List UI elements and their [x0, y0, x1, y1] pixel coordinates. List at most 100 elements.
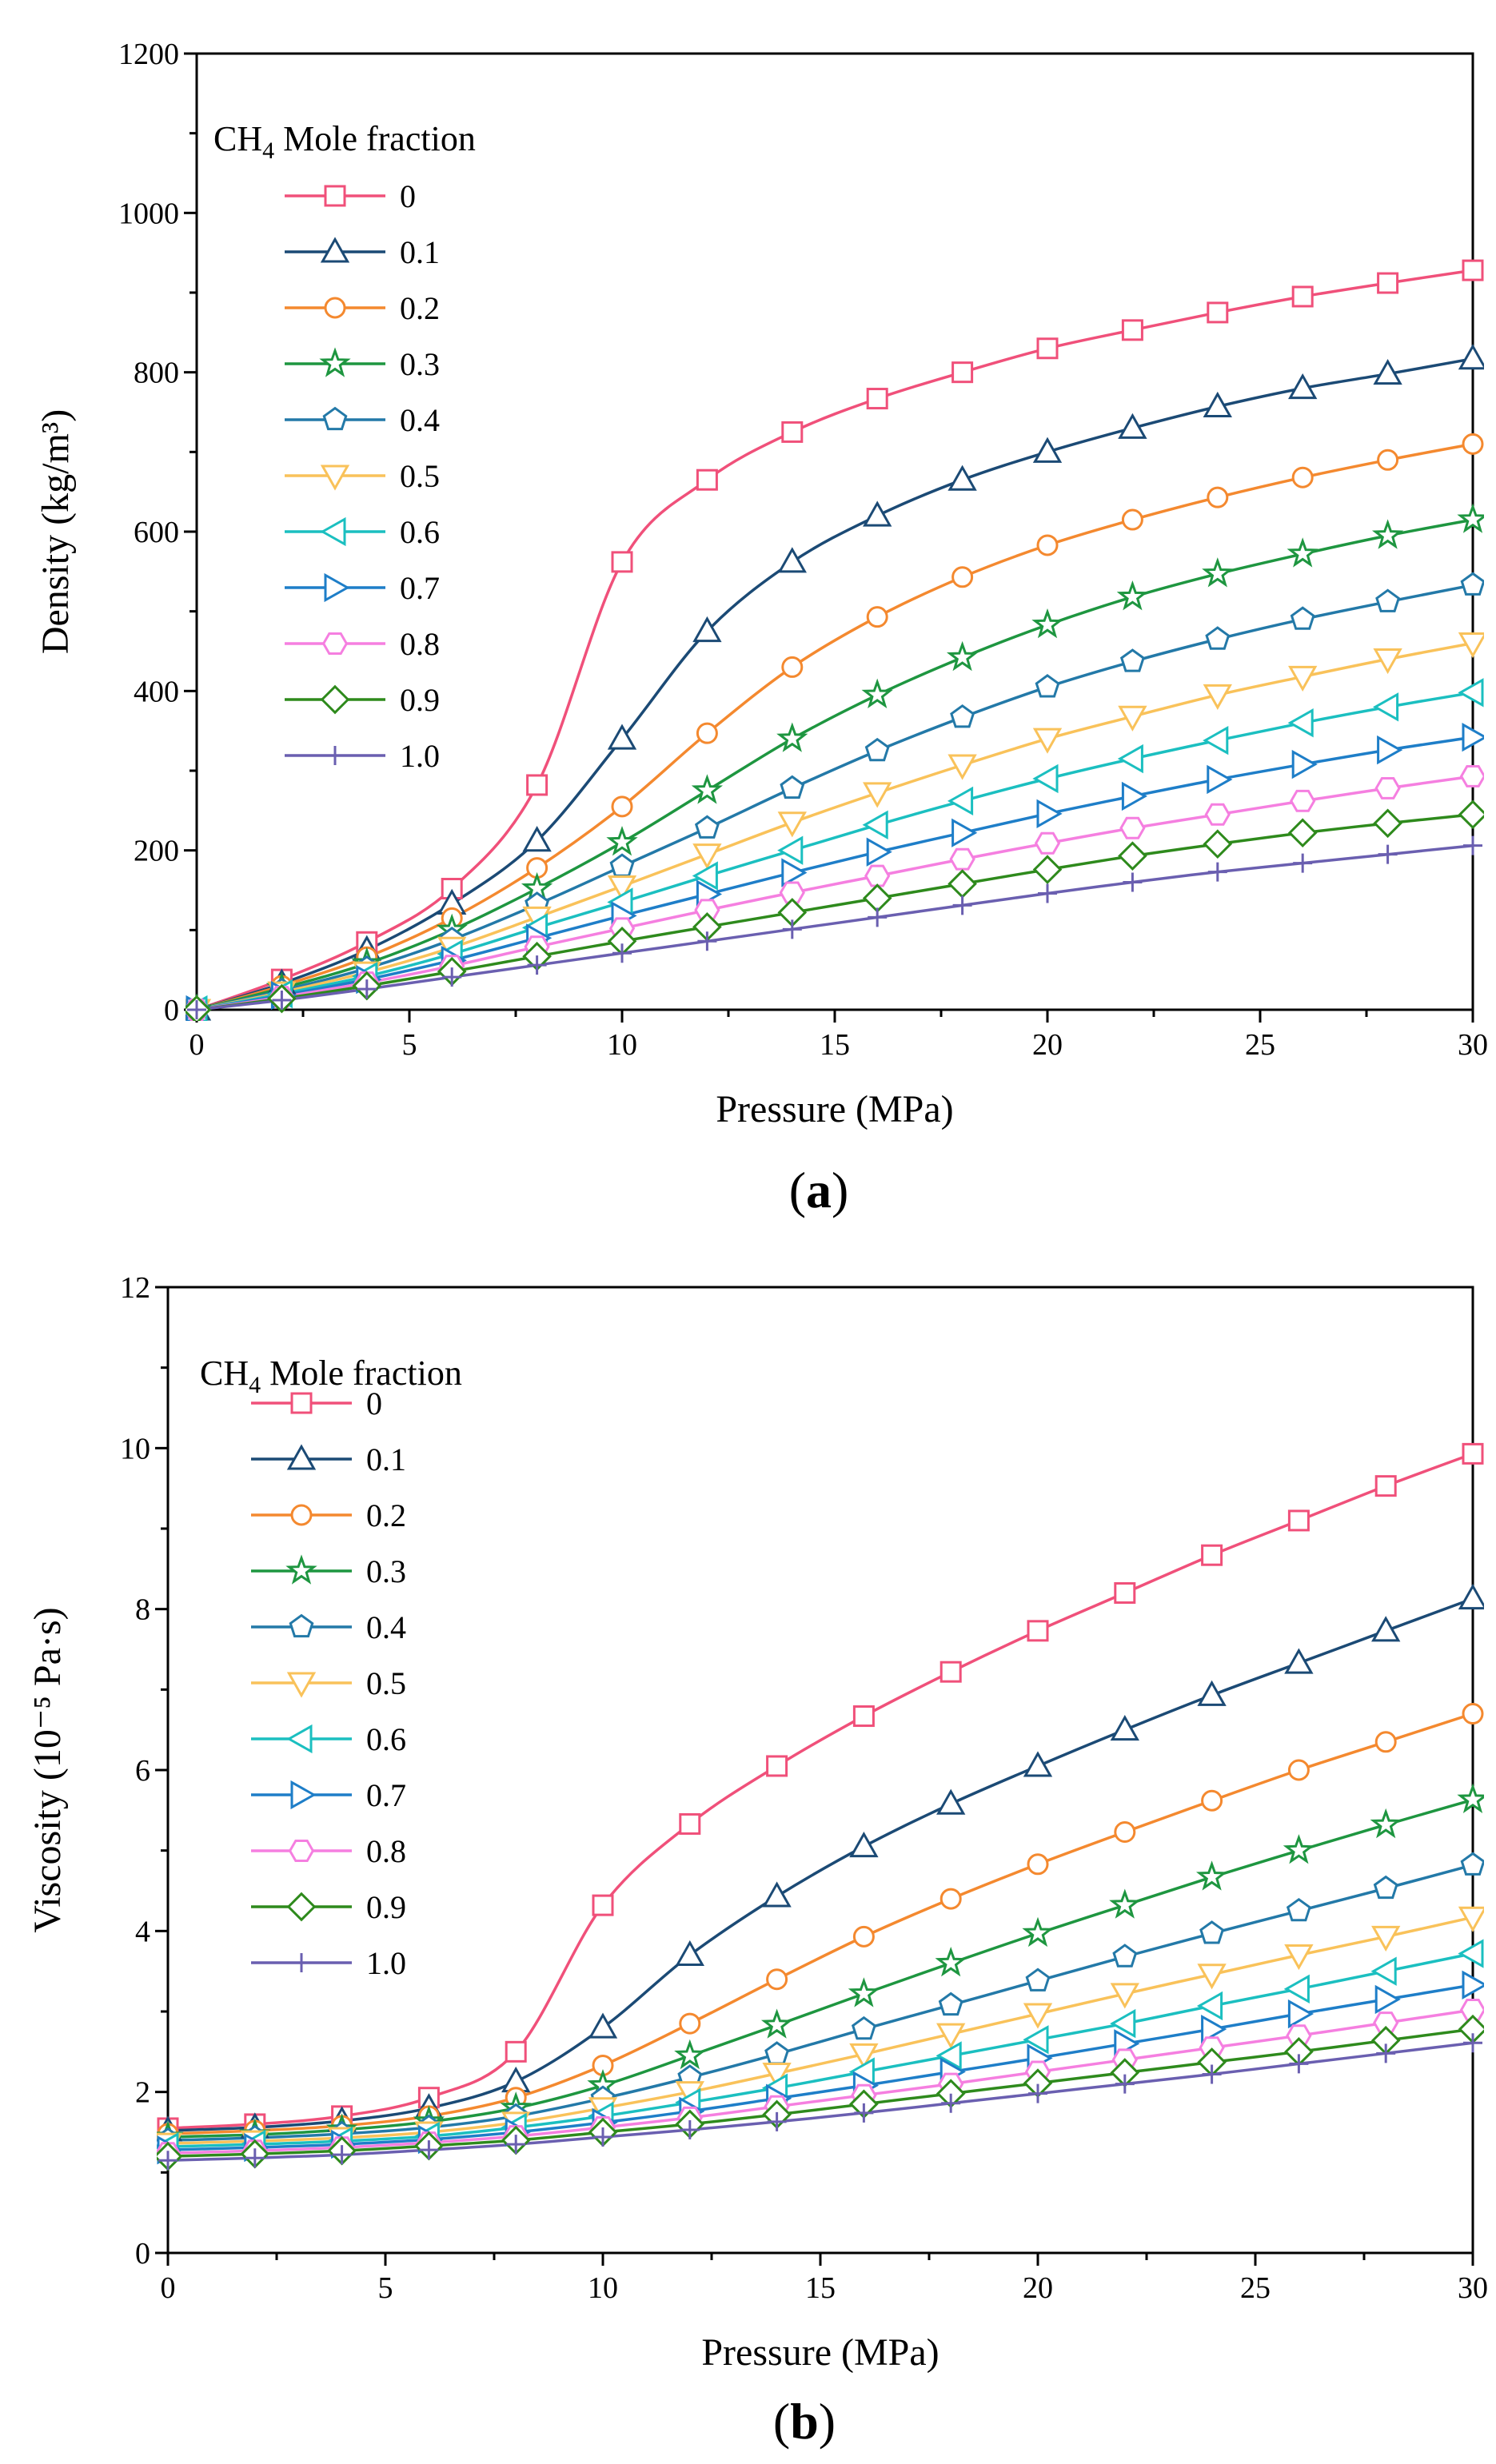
- data-point: [1201, 1789, 1223, 1812]
- data-point: [611, 551, 633, 573]
- data-point: [1283, 1834, 1315, 1864]
- data-point: [1023, 2003, 1053, 2029]
- data-point: [935, 2041, 962, 2071]
- legend-label: 0.9: [366, 1889, 406, 1925]
- series-line-0.8: [196, 775, 1474, 1011]
- data-point: [187, 1000, 206, 1019]
- data-point: [760, 2008, 793, 2039]
- y-tick-label: 4: [135, 1915, 150, 1948]
- legend-label: 0.4: [366, 1609, 406, 1645]
- data-point: [1458, 1939, 1484, 1968]
- data-point: [1121, 319, 1143, 341]
- data-point: [1458, 799, 1484, 830]
- data-point: [1287, 818, 1318, 848]
- data-point: [1112, 1944, 1138, 1968]
- x-axis-label: Pressure (MPa): [701, 2331, 939, 2374]
- x-tick-label: 20: [1023, 2271, 1053, 2305]
- data-point: [861, 678, 893, 709]
- legend-marker: [321, 632, 349, 655]
- data-point: [1115, 2074, 1135, 2094]
- data-point: [1197, 1964, 1227, 1990]
- legend-label: 0.2: [366, 1497, 406, 1533]
- data-point: [863, 500, 892, 527]
- data-point: [1373, 1875, 1398, 1900]
- x-tick-label: 25: [1245, 1028, 1275, 1062]
- data-point: [947, 464, 977, 491]
- data-point: [1031, 608, 1063, 639]
- data-point: [1204, 803, 1231, 826]
- data-point: [1035, 674, 1060, 698]
- data-point: [868, 907, 888, 927]
- data-point: [1370, 1956, 1397, 1986]
- y-tick-label: 400: [134, 675, 179, 708]
- legend-marker: [325, 746, 345, 765]
- series-line-0.6: [196, 691, 1474, 1011]
- y-axis-label: Viscosity (10⁻⁵ Pa·s): [26, 1607, 69, 1932]
- data-point: [1201, 1544, 1223, 1566]
- legend-label: 0.8: [400, 626, 440, 662]
- legend-label: 0.5: [400, 458, 440, 494]
- data-point: [777, 835, 804, 865]
- data-point: [1036, 534, 1059, 556]
- data-point: [1203, 725, 1229, 756]
- data-point: [1287, 1999, 1314, 2029]
- legend-label: 0.7: [400, 570, 440, 606]
- legend-marker: [320, 464, 350, 491]
- data-point: [951, 566, 974, 588]
- data-point: [357, 979, 377, 999]
- data-point: [1117, 744, 1143, 774]
- y-tick-label: 0: [135, 2237, 150, 2271]
- data-point: [1195, 1860, 1228, 1891]
- series-line-0.1: [196, 357, 1474, 1011]
- x-tick-label: 30: [1458, 1028, 1488, 1062]
- series-line-1.0: [196, 843, 1474, 1011]
- data-point: [1291, 466, 1314, 488]
- x-tick-label: 15: [805, 2271, 836, 2305]
- panel-caption: (a): [789, 1162, 849, 1218]
- data-point: [936, 1788, 966, 1815]
- series-line-0.9: [167, 2027, 1474, 2158]
- series-line-0.5: [196, 641, 1474, 1011]
- chart-panel-a: 0 5 10 15 20 25 30 0 200 400 600 800 1000 1200 Pressur…: [34, 38, 1488, 1218]
- data-point: [1207, 862, 1227, 882]
- legend-marker: [290, 1780, 317, 1810]
- series-line-0.9: [196, 813, 1474, 1011]
- data-point: [697, 931, 717, 951]
- data-point: [612, 943, 632, 963]
- legend-label: 0.2: [400, 290, 440, 326]
- data-point: [245, 2148, 265, 2168]
- series-line-1.0: [167, 2041, 1474, 2162]
- data-point: [766, 1968, 788, 1991]
- data-point: [1375, 588, 1401, 612]
- data-point: [606, 826, 638, 856]
- data-point: [1201, 2014, 1227, 2044]
- data-point: [951, 361, 974, 384]
- data-point: [1202, 557, 1234, 588]
- data-point: [158, 2151, 178, 2171]
- data-point: [1287, 1509, 1310, 1532]
- series-line-0.3: [167, 1798, 1474, 2139]
- legend-marker: [289, 1613, 314, 1638]
- data-point: [1371, 519, 1404, 549]
- data-point: [849, 2043, 879, 2070]
- data-point: [332, 2145, 352, 2165]
- data-point: [1036, 799, 1063, 828]
- data-point: [1373, 359, 1402, 385]
- data-point: [522, 826, 552, 852]
- data-point: [1118, 841, 1147, 871]
- data-point: [506, 2135, 526, 2155]
- data-point: [588, 2012, 618, 2039]
- data-point: [1202, 2064, 1222, 2084]
- data-point: [1197, 1680, 1227, 1706]
- x-tick-label: 30: [1458, 2271, 1488, 2305]
- legend-label: 0: [366, 1386, 382, 1421]
- data-point: [1283, 1974, 1310, 2003]
- data-point: [1119, 816, 1146, 839]
- data-point: [441, 878, 463, 900]
- legend-label: 1.0: [400, 738, 440, 774]
- data-point: [852, 1925, 875, 1948]
- legend-marker: [286, 1724, 313, 1754]
- data-point: [1462, 1970, 1484, 2000]
- y-tick-label: 10: [120, 1432, 150, 1465]
- data-point: [1460, 1852, 1484, 1876]
